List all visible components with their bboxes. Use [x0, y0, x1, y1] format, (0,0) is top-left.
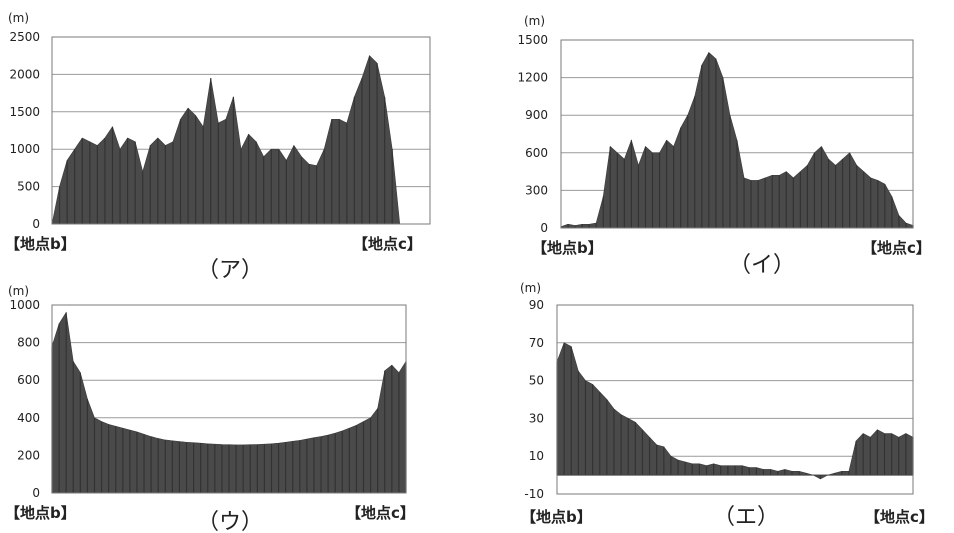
y-tick-label: 800: [17, 336, 40, 350]
plot-frame: [556, 304, 914, 495]
start-point-label: 【地点b】: [5, 504, 76, 522]
y-tick-label: 0: [32, 217, 40, 231]
y-tick-label: 2500: [9, 30, 40, 44]
unit-label: (m): [524, 14, 545, 28]
y-tick-label: -10: [524, 487, 544, 501]
elevation-area: [560, 52, 914, 229]
start-point-label: 【地点b】: [532, 239, 603, 257]
chart-caption: （エ）: [713, 505, 779, 530]
y-tick-label: 30: [529, 411, 544, 425]
y-tick-label: 300: [525, 183, 548, 197]
y-tick-label: 50: [529, 374, 544, 388]
y-tick-label: 500: [17, 180, 40, 194]
y-tick-label: 600: [525, 146, 548, 160]
y-tick-label: 70: [529, 336, 544, 350]
chart-u: 0 200 400 600 800 1000(m) 【地点b】 【地点c】 （ウ）: [5, 284, 415, 533]
unit-label: (m): [520, 281, 541, 295]
y-tick-label: 0: [32, 486, 40, 500]
end-point-label: 【地点c】: [353, 235, 422, 253]
chart-i: 0 300 600 900 1200 1500 (m) 【地点b】 【地点c】 （イ）: [517, 14, 930, 278]
chart-caption: （イ）: [729, 253, 795, 278]
plot-frame: [51, 36, 431, 225]
y-tick-label: 1500: [517, 33, 548, 47]
plot-frame: [560, 39, 914, 229]
y-tick-label: 200: [17, 448, 40, 462]
y-tick-label: 10: [529, 449, 544, 463]
y-tick-label: 400: [17, 411, 40, 425]
start-point-label: 【地点b】: [5, 235, 76, 253]
start-point-label: 【地点b】: [521, 508, 592, 526]
end-point-label: 【地点c】: [865, 508, 934, 526]
y-tick-label: 600: [17, 373, 40, 387]
y-tick-label: 1000: [9, 298, 40, 312]
end-point-label: 【地点c】: [346, 504, 415, 522]
y-tick-label: 900: [525, 108, 548, 122]
unit-label: (m): [8, 11, 29, 25]
y-tick-label: 90: [529, 298, 544, 312]
y-tick-label: 0: [540, 221, 548, 235]
elevation-area: [51, 55, 430, 225]
chart-caption: （ア）: [197, 258, 263, 283]
plot-frame: [51, 304, 407, 494]
chart-e: -10 10 30 50 70 90 (m) 【地点b】 【地点c】 （エ）: [520, 281, 934, 530]
y-tick-label: 1000: [9, 142, 40, 156]
y-tick-label: 2000: [9, 67, 40, 81]
y-tick-label: 1500: [9, 105, 40, 119]
chart-caption: （ウ）: [197, 510, 263, 533]
y-tick-label: 1200: [517, 71, 548, 85]
end-point-label: 【地点c】: [862, 239, 931, 257]
unit-label: (m): [8, 284, 29, 298]
chart-a: 0 500 1000 1500 2000 2500 (m) 【地点b】 【地点c】 （ア）: [5, 11, 431, 283]
elevation-area: [51, 311, 407, 494]
elevation-area: [556, 342, 914, 480]
